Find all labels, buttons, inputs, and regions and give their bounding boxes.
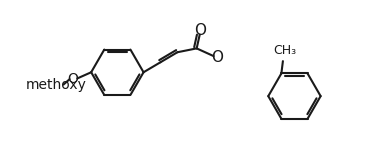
- Text: O: O: [212, 50, 223, 65]
- Text: O: O: [67, 72, 78, 86]
- Text: CH₃: CH₃: [273, 43, 296, 56]
- Text: O: O: [194, 23, 207, 38]
- Text: methoxy: methoxy: [25, 78, 86, 92]
